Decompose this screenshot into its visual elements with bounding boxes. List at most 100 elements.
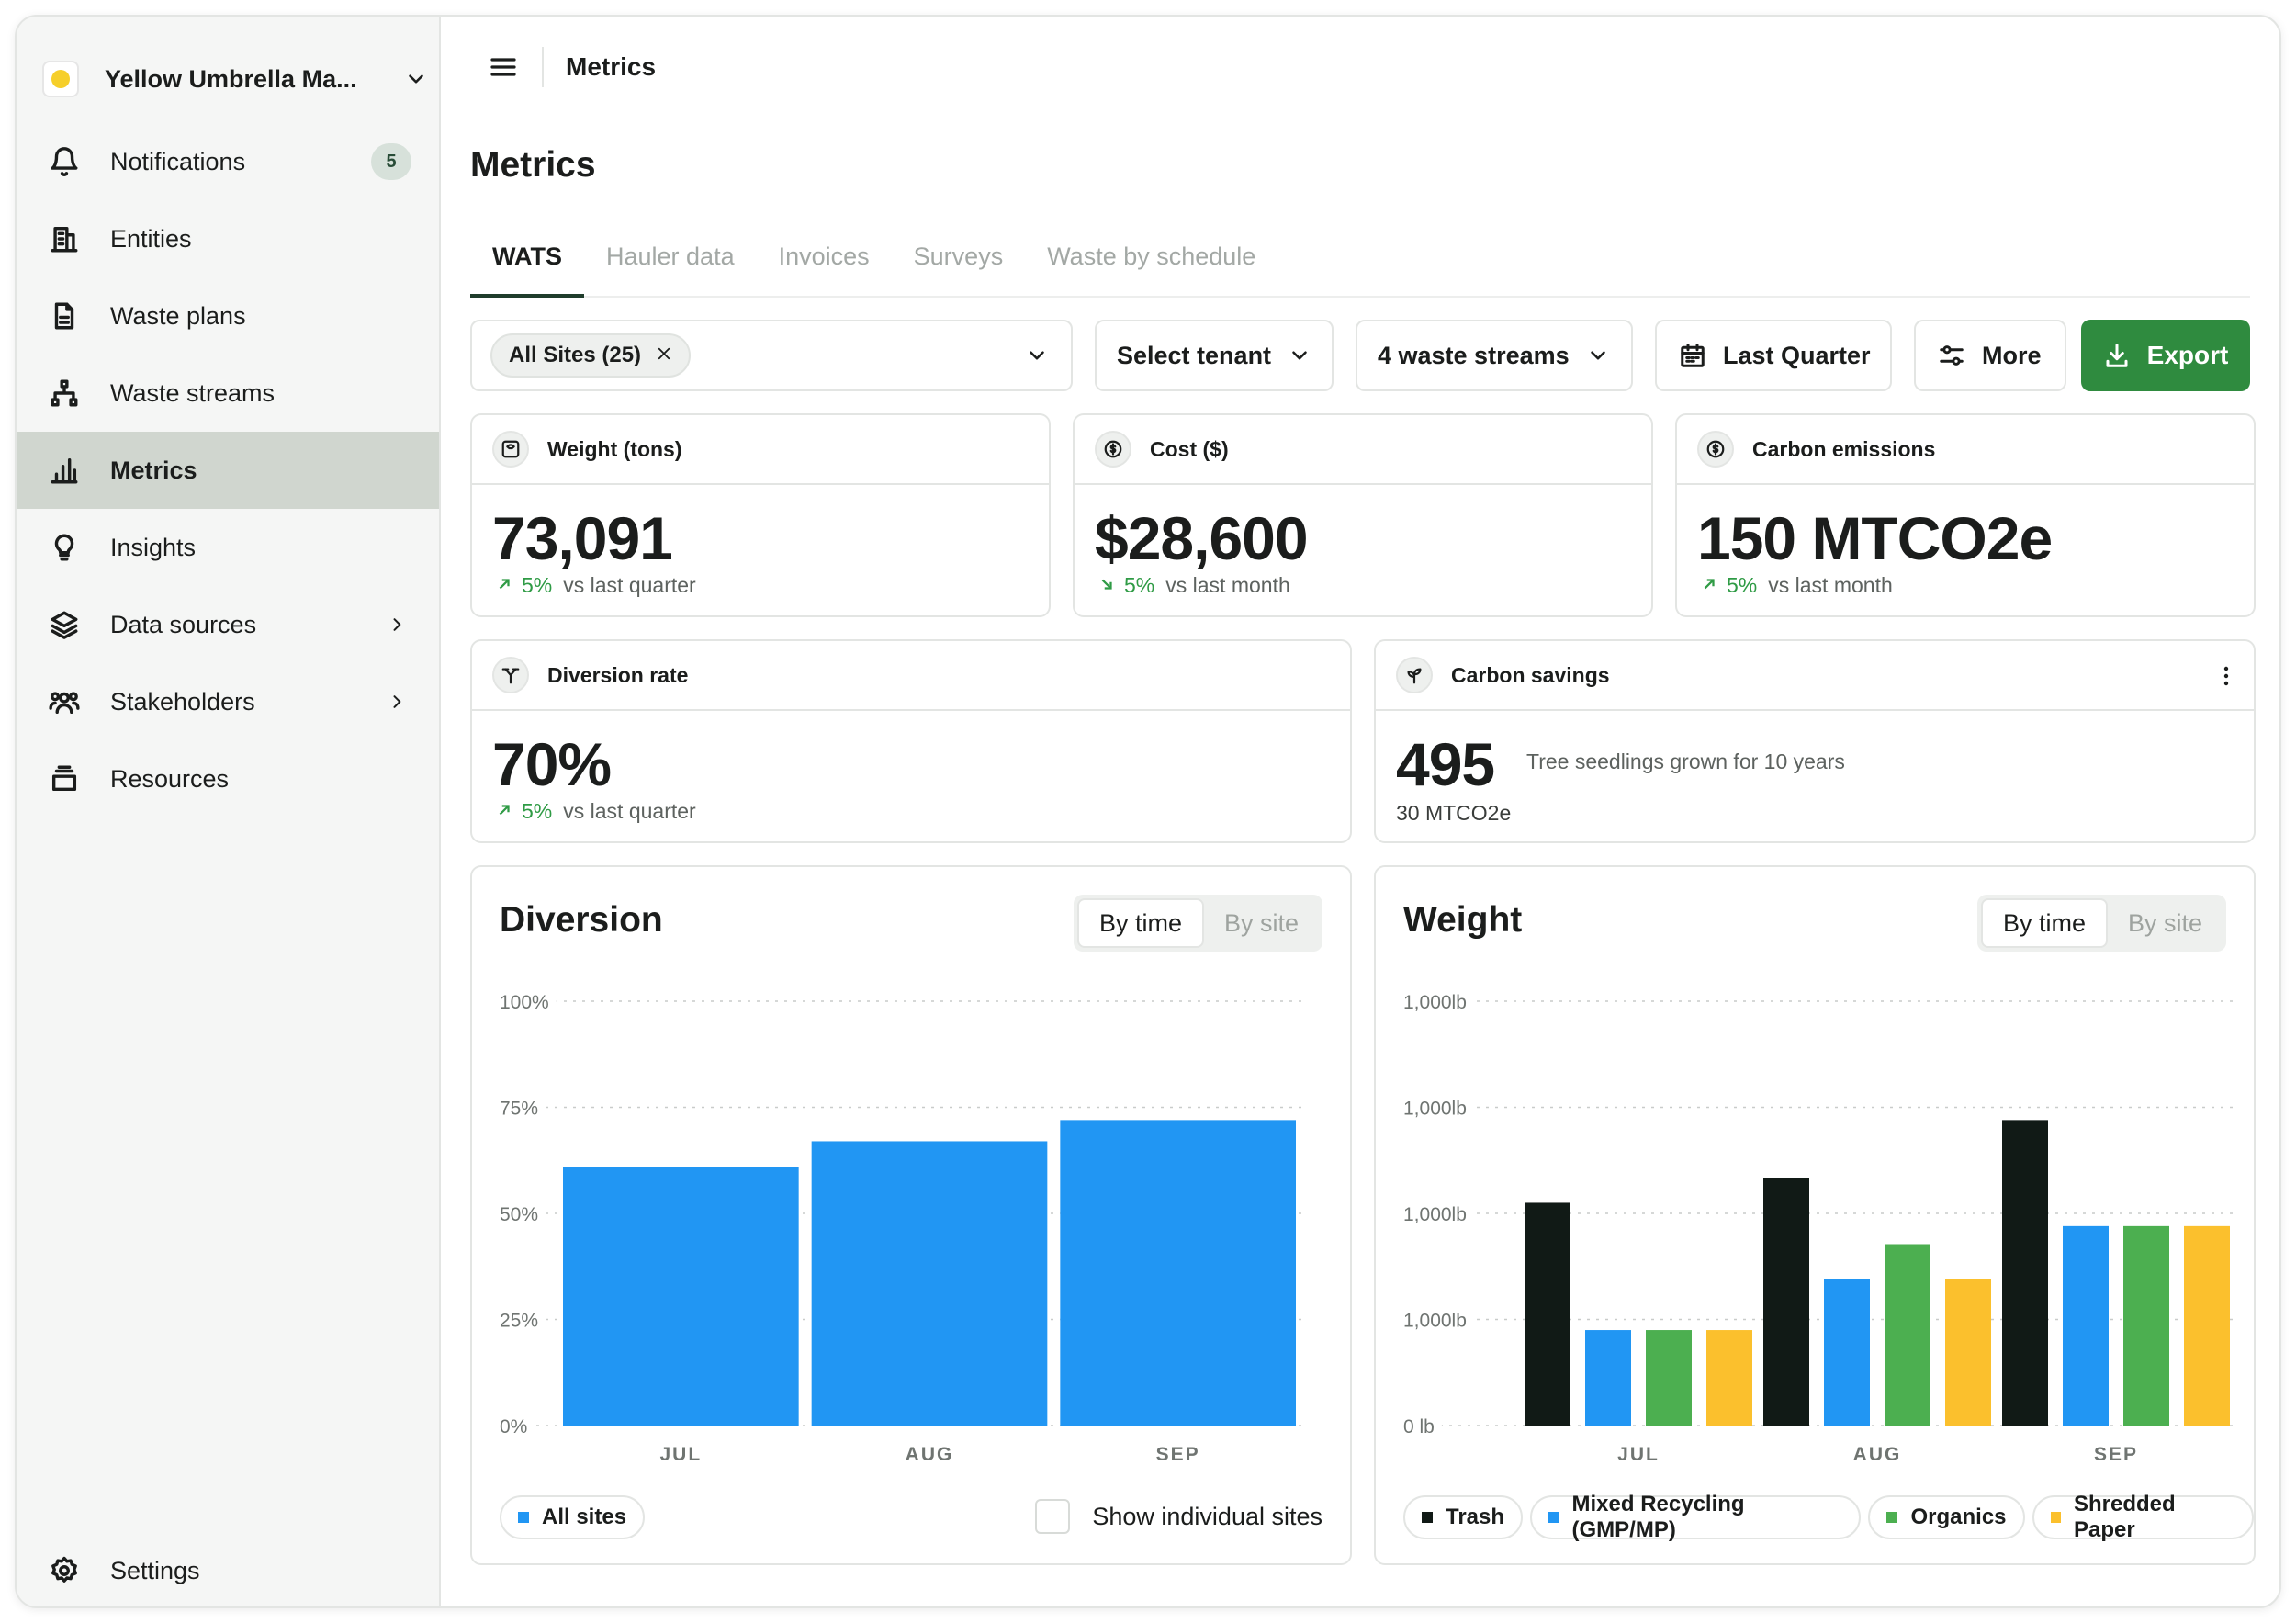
download-icon xyxy=(2103,342,2131,369)
y-tick-label: 25% xyxy=(500,1311,538,1332)
y-tick-label-bg xyxy=(498,1096,546,1121)
kpi-delta-pct: 5% xyxy=(522,573,553,597)
legend-item-organics[interactable]: Organics xyxy=(1868,1495,2025,1539)
view-toggle: By time By site xyxy=(1976,895,2226,952)
calendar-icon xyxy=(1679,342,1706,369)
chart-title: Diversion xyxy=(500,900,663,940)
legend-label: Mixed Recycling (GMP/MP) xyxy=(1571,1492,1745,1542)
legend-item-shredded-paper[interactable]: Shredded Paper xyxy=(2032,1492,2254,1542)
y-tick-label-bg xyxy=(498,1414,535,1439)
close-icon[interactable] xyxy=(656,343,672,368)
network-icon xyxy=(46,375,83,411)
by-site-toggle[interactable]: By site xyxy=(1223,908,1299,937)
by-site-toggle[interactable]: By site xyxy=(2127,908,2202,937)
sidebar-item-entities[interactable]: Entities xyxy=(17,200,439,277)
bar xyxy=(2123,1225,2169,1426)
waste-streams-select[interactable]: 4 waste streams xyxy=(1356,320,1633,391)
y-tick-label: 100% xyxy=(500,992,549,1013)
divider xyxy=(542,47,544,87)
show-individual-sites-toggle[interactable]: Show individual sites xyxy=(1035,1499,1322,1534)
kpi-value: 495 xyxy=(1396,730,1495,798)
tab-surveys[interactable]: Surveys xyxy=(913,242,1004,270)
kpi-value: $28,600 xyxy=(1095,504,1309,572)
sidebar-item-label: Notifications xyxy=(110,147,246,175)
by-time-toggle[interactable]: By time xyxy=(1980,898,2108,948)
sidebar-item-label: Insights xyxy=(110,533,197,561)
dollar-icon xyxy=(1095,431,1131,468)
y-tick-label: 0% xyxy=(500,1416,527,1437)
sprout-icon xyxy=(1396,657,1433,693)
sites-select[interactable]: All Sites (25) xyxy=(470,320,1073,391)
sidebar-item-label: Data sources xyxy=(110,610,257,638)
y-tick-label: 75% xyxy=(500,1099,538,1120)
y-tick-label-bg xyxy=(1401,1096,1474,1121)
legend-label: Organics xyxy=(1910,1505,2007,1529)
sidebar-item-label: Waste plans xyxy=(110,301,246,330)
kpi-delta: 5% vs last month xyxy=(1701,573,1893,598)
y-tick-label: 1,000lb xyxy=(1403,1204,1467,1225)
kpi-delta-compare: vs last quarter xyxy=(563,573,696,597)
layers-icon xyxy=(46,606,83,643)
arrow-up-right-icon xyxy=(1701,573,1717,598)
x-tick-label: AUG xyxy=(906,1444,954,1465)
sidebar-item-metrics[interactable]: Metrics xyxy=(17,432,439,509)
kpi-delta: 5% vs last month xyxy=(1098,573,1290,598)
kpi-value: 73,091 xyxy=(492,504,673,572)
legend-item-all-sites[interactable]: All sites xyxy=(500,1495,646,1539)
sidebar-item-waste-plans[interactable]: Waste plans xyxy=(17,277,439,355)
kpi-label: Diversion rate xyxy=(547,662,689,687)
lightbulb-icon xyxy=(46,529,83,566)
legend-item-trash[interactable]: Trash xyxy=(1403,1495,1524,1539)
date-range-button[interactable]: Last Quarter xyxy=(1655,320,1892,391)
bar xyxy=(1824,1279,1870,1426)
menu-icon[interactable] xyxy=(487,51,520,84)
tab-wats[interactable]: WATS xyxy=(470,226,584,298)
split-arrow-icon xyxy=(492,657,529,693)
y-tick-label: 0 lb xyxy=(1403,1416,1435,1437)
sidebar-item-stakeholders[interactable]: Stakeholders xyxy=(17,663,439,740)
chevron-down-icon xyxy=(1586,344,1610,367)
tenant-select[interactable]: Select tenant xyxy=(1095,320,1334,391)
topbar: Metrics xyxy=(441,17,2279,118)
x-tick-label: SEP xyxy=(2094,1444,2138,1465)
bar xyxy=(1885,1244,1930,1426)
y-tick-label-bg xyxy=(1401,1414,1442,1439)
legend-item-mixed-recycling[interactable]: Mixed Recycling (GMP/MP) xyxy=(1530,1492,1862,1542)
kpi-label: Carbon savings xyxy=(1451,662,1610,687)
sidebar-item-settings[interactable]: Settings xyxy=(17,1532,439,1606)
legend-label: Shredded Paper xyxy=(2073,1492,2176,1542)
bar xyxy=(563,1167,799,1426)
org-logo xyxy=(42,61,79,97)
sidebar: Yellow Umbrella Ma... Notifications 5 En… xyxy=(17,17,441,1606)
sidebar-item-notifications[interactable]: Notifications 5 xyxy=(17,123,439,200)
more-filters-button[interactable]: More xyxy=(1914,320,2066,391)
y-tick-label-bg xyxy=(498,1308,546,1334)
more-vertical-icon[interactable] xyxy=(2223,665,2230,692)
tab-invoices[interactable]: Invoices xyxy=(778,242,870,270)
sidebar-item-waste-streams[interactable]: Waste streams xyxy=(17,355,439,432)
checkbox[interactable] xyxy=(1035,1499,1071,1534)
tab-waste-by-schedule[interactable]: Waste by schedule xyxy=(1047,242,1256,270)
bar xyxy=(811,1141,1048,1426)
bar xyxy=(2184,1225,2230,1426)
sites-chip: All Sites (25) xyxy=(490,333,692,378)
checkbox-label: Show individual sites xyxy=(1092,1502,1322,1530)
sidebar-item-data-sources[interactable]: Data sources xyxy=(17,586,439,663)
diversion-chart: 0% 25% 50% 75% 100% JUL AUG SEP xyxy=(498,990,1302,1465)
chevron-down-icon xyxy=(1025,344,1049,367)
bar xyxy=(2002,1120,2048,1426)
kpi-card-cost: Cost ($) $28,600 5% vs last month xyxy=(1073,413,1653,617)
sidebar-item-label: Stakeholders xyxy=(110,687,255,716)
y-tick-label: 1,000lb xyxy=(1403,992,1467,1013)
sidebar-item-label: Resources xyxy=(110,764,230,793)
kpi-card-diversion-rate: Diversion rate 70% 5% vs last quarter xyxy=(470,639,1352,843)
chevron-right-icon xyxy=(388,693,406,711)
export-button[interactable]: Export xyxy=(2081,320,2250,391)
sidebar-item-insights[interactable]: Insights xyxy=(17,509,439,586)
tab-hauler-data[interactable]: Hauler data xyxy=(606,242,735,270)
sidebar-item-resources[interactable]: Resources xyxy=(17,740,439,817)
arrow-down-right-icon xyxy=(1098,573,1115,598)
by-time-toggle[interactable]: By time xyxy=(1076,898,1204,948)
org-switcher[interactable]: Yellow Umbrella Ma... xyxy=(42,50,428,108)
x-tick-label: SEP xyxy=(1156,1444,1200,1465)
